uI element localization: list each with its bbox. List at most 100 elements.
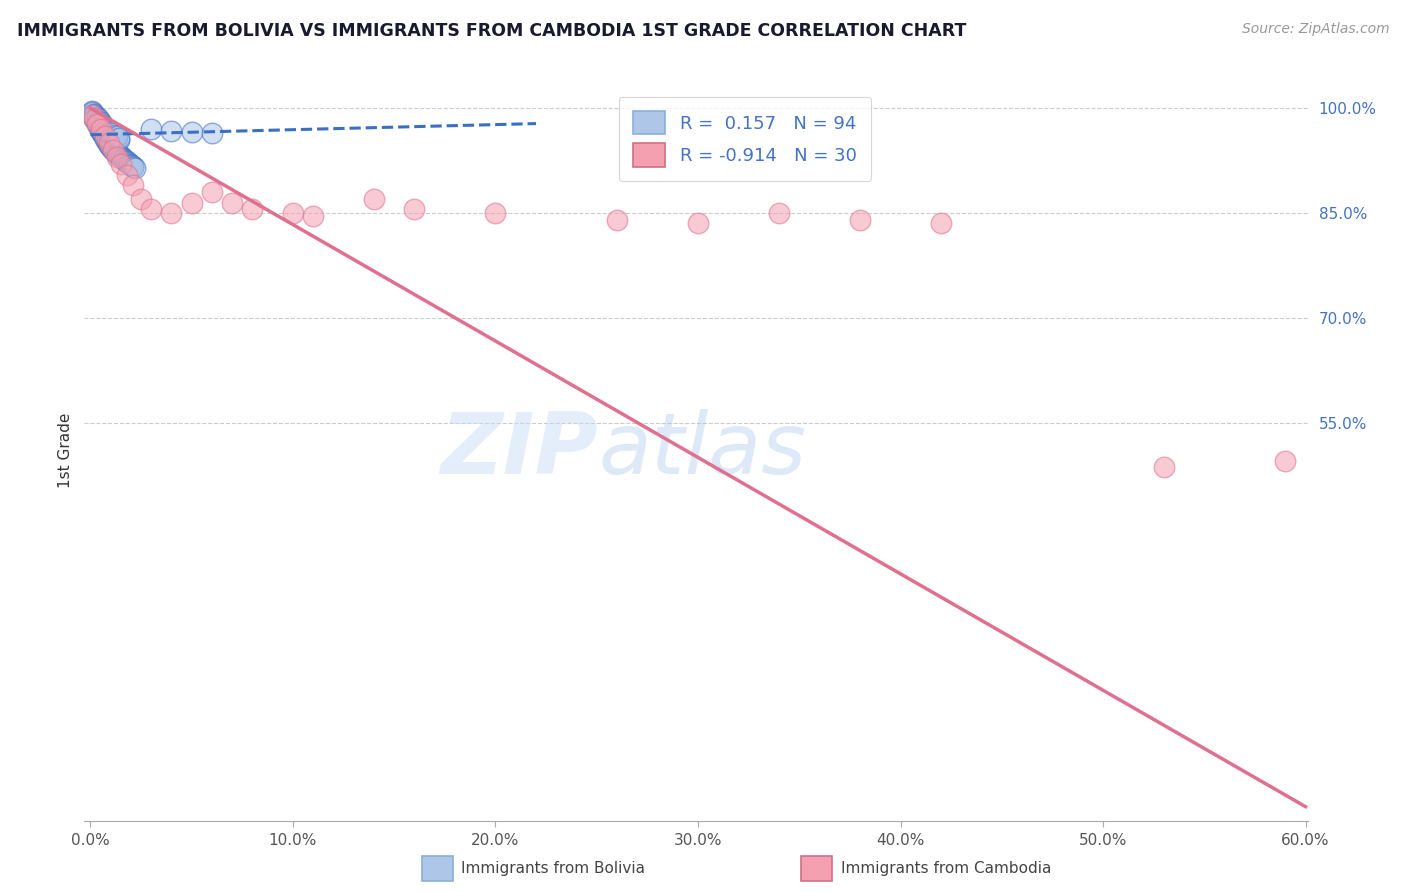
Point	[302, 210, 325, 224]
Point	[86, 111, 108, 125]
Point	[93, 123, 115, 137]
Point	[93, 129, 115, 144]
Point	[1153, 459, 1175, 474]
Point	[1274, 454, 1296, 468]
Point	[404, 202, 426, 217]
Point	[96, 122, 118, 136]
Point	[83, 112, 105, 126]
Point	[87, 118, 110, 132]
Point	[606, 213, 628, 227]
Point	[96, 136, 118, 150]
Point	[104, 144, 127, 158]
Point	[115, 154, 138, 169]
Point	[83, 109, 105, 123]
Point	[93, 130, 115, 145]
Point	[91, 120, 114, 134]
Point	[160, 123, 183, 137]
Point	[97, 136, 120, 150]
Point	[97, 136, 120, 150]
Point	[87, 120, 110, 135]
Point	[86, 117, 108, 131]
Point	[111, 152, 134, 166]
Point	[96, 134, 118, 148]
Point	[91, 128, 114, 143]
Point	[91, 121, 114, 136]
Point	[90, 125, 112, 139]
Point	[90, 117, 112, 131]
Point	[110, 157, 132, 171]
Legend: R =  0.157   N = 94, R = -0.914   N = 30: R = 0.157 N = 94, R = -0.914 N = 30	[619, 96, 872, 181]
Point	[104, 128, 127, 142]
Point	[91, 118, 114, 132]
Point	[101, 128, 124, 143]
Text: Immigrants from Cambodia: Immigrants from Cambodia	[841, 862, 1052, 876]
Point	[118, 157, 141, 171]
Point	[110, 150, 132, 164]
Point	[180, 125, 202, 139]
Point	[82, 105, 104, 120]
Point	[120, 159, 142, 173]
Point	[97, 138, 120, 153]
Point	[281, 206, 304, 220]
Point	[100, 139, 122, 153]
Point	[120, 158, 142, 172]
Point	[82, 103, 104, 118]
Point	[86, 115, 108, 129]
Point	[104, 145, 127, 159]
Point	[101, 142, 124, 156]
Point	[96, 133, 118, 147]
Point	[87, 120, 110, 134]
Point	[107, 133, 129, 147]
Point	[91, 126, 114, 140]
Point	[363, 192, 385, 206]
Point	[100, 125, 122, 139]
Point	[82, 106, 104, 120]
Point	[86, 110, 108, 124]
Text: IMMIGRANTS FROM BOLIVIA VS IMMIGRANTS FROM CAMBODIA 1ST GRADE CORRELATION CHART: IMMIGRANTS FROM BOLIVIA VS IMMIGRANTS FR…	[17, 22, 966, 40]
Point	[115, 168, 138, 182]
Point	[97, 126, 120, 140]
Point	[114, 153, 136, 168]
Point	[83, 108, 105, 122]
Point	[87, 112, 110, 127]
Point	[129, 192, 152, 206]
Point	[83, 107, 105, 121]
Point	[90, 123, 112, 137]
Point	[86, 117, 108, 131]
Point	[101, 143, 124, 157]
Point	[141, 202, 163, 217]
Point	[90, 122, 112, 136]
Point	[849, 213, 872, 227]
Point	[87, 116, 110, 130]
Text: ZIP: ZIP	[440, 409, 598, 492]
Point	[105, 145, 128, 160]
Point	[100, 127, 122, 141]
Point	[180, 195, 202, 210]
Point	[768, 206, 790, 220]
Point	[86, 113, 108, 128]
Point	[929, 217, 952, 231]
Point	[122, 178, 145, 192]
Point	[100, 140, 122, 154]
Point	[141, 122, 163, 136]
Point	[97, 137, 120, 152]
Point	[484, 206, 506, 220]
Point	[82, 108, 104, 122]
Point	[90, 115, 112, 129]
Point	[124, 161, 146, 175]
Point	[201, 185, 224, 199]
Point	[91, 120, 114, 134]
Point	[104, 129, 127, 144]
Point	[97, 123, 120, 137]
Point	[107, 130, 129, 145]
Point	[111, 151, 134, 165]
Point	[105, 150, 128, 164]
Point	[107, 149, 129, 163]
Point	[90, 119, 112, 133]
Point	[110, 149, 132, 163]
Point	[86, 112, 108, 126]
Point	[87, 113, 110, 128]
Point	[83, 112, 105, 126]
Point	[91, 127, 114, 141]
Point	[83, 110, 105, 124]
